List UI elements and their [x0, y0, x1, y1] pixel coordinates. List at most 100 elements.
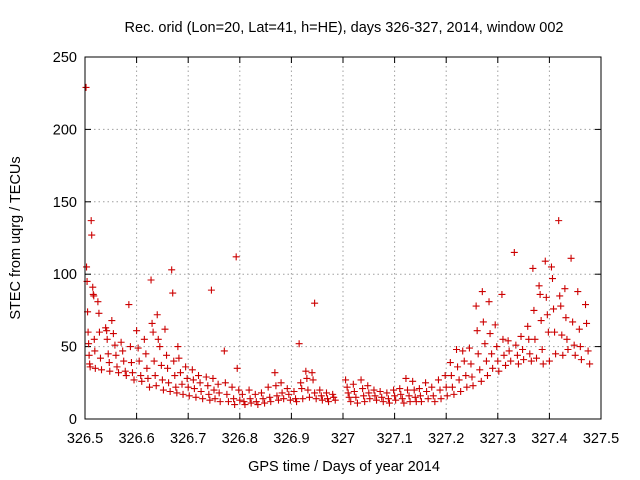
data-point [277, 379, 285, 387]
data-point [564, 345, 572, 353]
data-point [103, 335, 111, 343]
data-point [441, 372, 449, 380]
data-point [240, 398, 248, 406]
data-point [415, 385, 423, 393]
data-point [424, 395, 432, 403]
data-point [152, 382, 160, 390]
data-point [494, 357, 502, 365]
data-point [527, 357, 535, 365]
data-point [195, 372, 203, 380]
data-point [221, 379, 229, 387]
data-point [90, 335, 98, 343]
y-tick-label: 0 [69, 412, 77, 428]
data-point [308, 369, 316, 377]
data-point [479, 318, 487, 326]
data-point [352, 393, 360, 401]
data-point [156, 343, 164, 351]
data-point [207, 286, 215, 294]
data-points [82, 83, 594, 409]
data-point [345, 393, 353, 401]
data-point [153, 311, 161, 319]
data-point [557, 302, 565, 310]
data-point [142, 350, 150, 358]
data-point [410, 386, 418, 394]
data-point [159, 386, 167, 394]
data-point [517, 332, 525, 340]
data-point [82, 83, 90, 91]
data-point [261, 399, 269, 407]
data-point [182, 363, 190, 371]
data-point [94, 298, 102, 306]
data-point [416, 392, 424, 400]
data-point [184, 383, 192, 391]
y-tick-label: 200 [53, 122, 77, 138]
data-point [280, 395, 288, 403]
data-point [500, 351, 508, 359]
data-point [370, 386, 378, 394]
x-tick-label: 326.6 [118, 431, 154, 447]
data-point [158, 376, 166, 384]
data-point [121, 367, 129, 375]
data-point [361, 398, 369, 406]
data-point [302, 367, 310, 375]
data-point [164, 364, 172, 372]
y-tick-label: 150 [53, 195, 77, 211]
data-point [189, 376, 197, 384]
data-point [119, 347, 127, 355]
data-point [146, 383, 153, 391]
data-point [364, 382, 372, 390]
data-point [507, 357, 515, 365]
data-point [498, 290, 506, 298]
data-point [360, 392, 368, 400]
data-point [474, 350, 482, 358]
data-point [85, 340, 93, 348]
data-point [214, 380, 222, 388]
data-point [402, 374, 410, 382]
data-point [582, 301, 590, 309]
data-point [170, 357, 178, 365]
data-point [397, 390, 405, 398]
data-point [133, 327, 141, 335]
x-tick-label: 327.2 [428, 431, 464, 447]
data-point [104, 350, 112, 358]
data-point [190, 385, 198, 393]
data-point [199, 395, 207, 403]
x-tick-label: 327.3 [480, 431, 516, 447]
data-point [140, 335, 148, 343]
data-point [210, 386, 218, 394]
data-point [390, 386, 398, 394]
data-point [89, 283, 97, 291]
data-point [359, 385, 367, 393]
data-point [161, 325, 169, 333]
data-point [431, 398, 439, 406]
data-point [106, 367, 114, 375]
data-point [417, 398, 425, 406]
data-point [543, 311, 551, 319]
data-point [178, 380, 186, 388]
data-point [211, 395, 219, 403]
data-point [442, 383, 450, 391]
data-point [344, 389, 352, 397]
data-point [215, 389, 223, 397]
data-point [103, 327, 111, 335]
data-point [251, 390, 259, 398]
y-tick-label: 250 [53, 50, 77, 66]
data-point [122, 372, 130, 380]
data-point [117, 338, 125, 346]
data-point [486, 330, 494, 338]
data-point [526, 350, 534, 358]
data-point [267, 398, 275, 406]
data-point [130, 376, 138, 384]
data-point [398, 395, 406, 403]
data-point [446, 359, 454, 367]
data-point [216, 398, 224, 406]
data-point [350, 387, 358, 395]
data-point [472, 302, 480, 310]
data-point [529, 264, 537, 272]
data-point [550, 305, 558, 313]
data-point [324, 395, 332, 403]
data-point [175, 354, 183, 362]
data-point [556, 292, 564, 300]
data-point [238, 390, 246, 398]
y-tick-label: 100 [53, 267, 77, 283]
